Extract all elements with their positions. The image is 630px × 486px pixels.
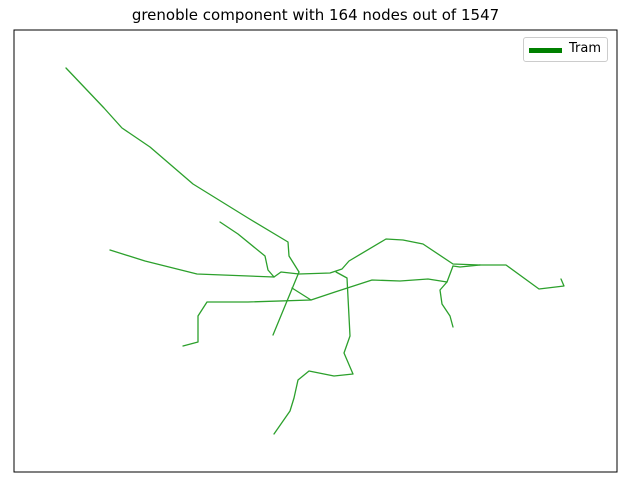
tram-line-9 xyxy=(452,264,481,268)
tram-line-10 xyxy=(273,271,354,435)
tram-line-2 xyxy=(109,238,481,278)
legend-label-tram: Tram xyxy=(569,41,602,56)
legend: Tram xyxy=(523,37,608,62)
tram-line-3 xyxy=(219,221,275,278)
tram-line-8 xyxy=(439,281,454,328)
plot-frame xyxy=(13,29,618,473)
tram-line-1 xyxy=(65,67,300,273)
tram-line-5 xyxy=(272,271,300,336)
tram-network-edges xyxy=(65,67,565,435)
legend-swatch-tram xyxy=(529,48,562,53)
tram-line-7 xyxy=(182,265,454,347)
chart-title: grenoble component with 164 nodes out of… xyxy=(131,6,500,24)
tram-line-6 xyxy=(291,287,312,301)
tram-line-4 xyxy=(479,264,565,290)
